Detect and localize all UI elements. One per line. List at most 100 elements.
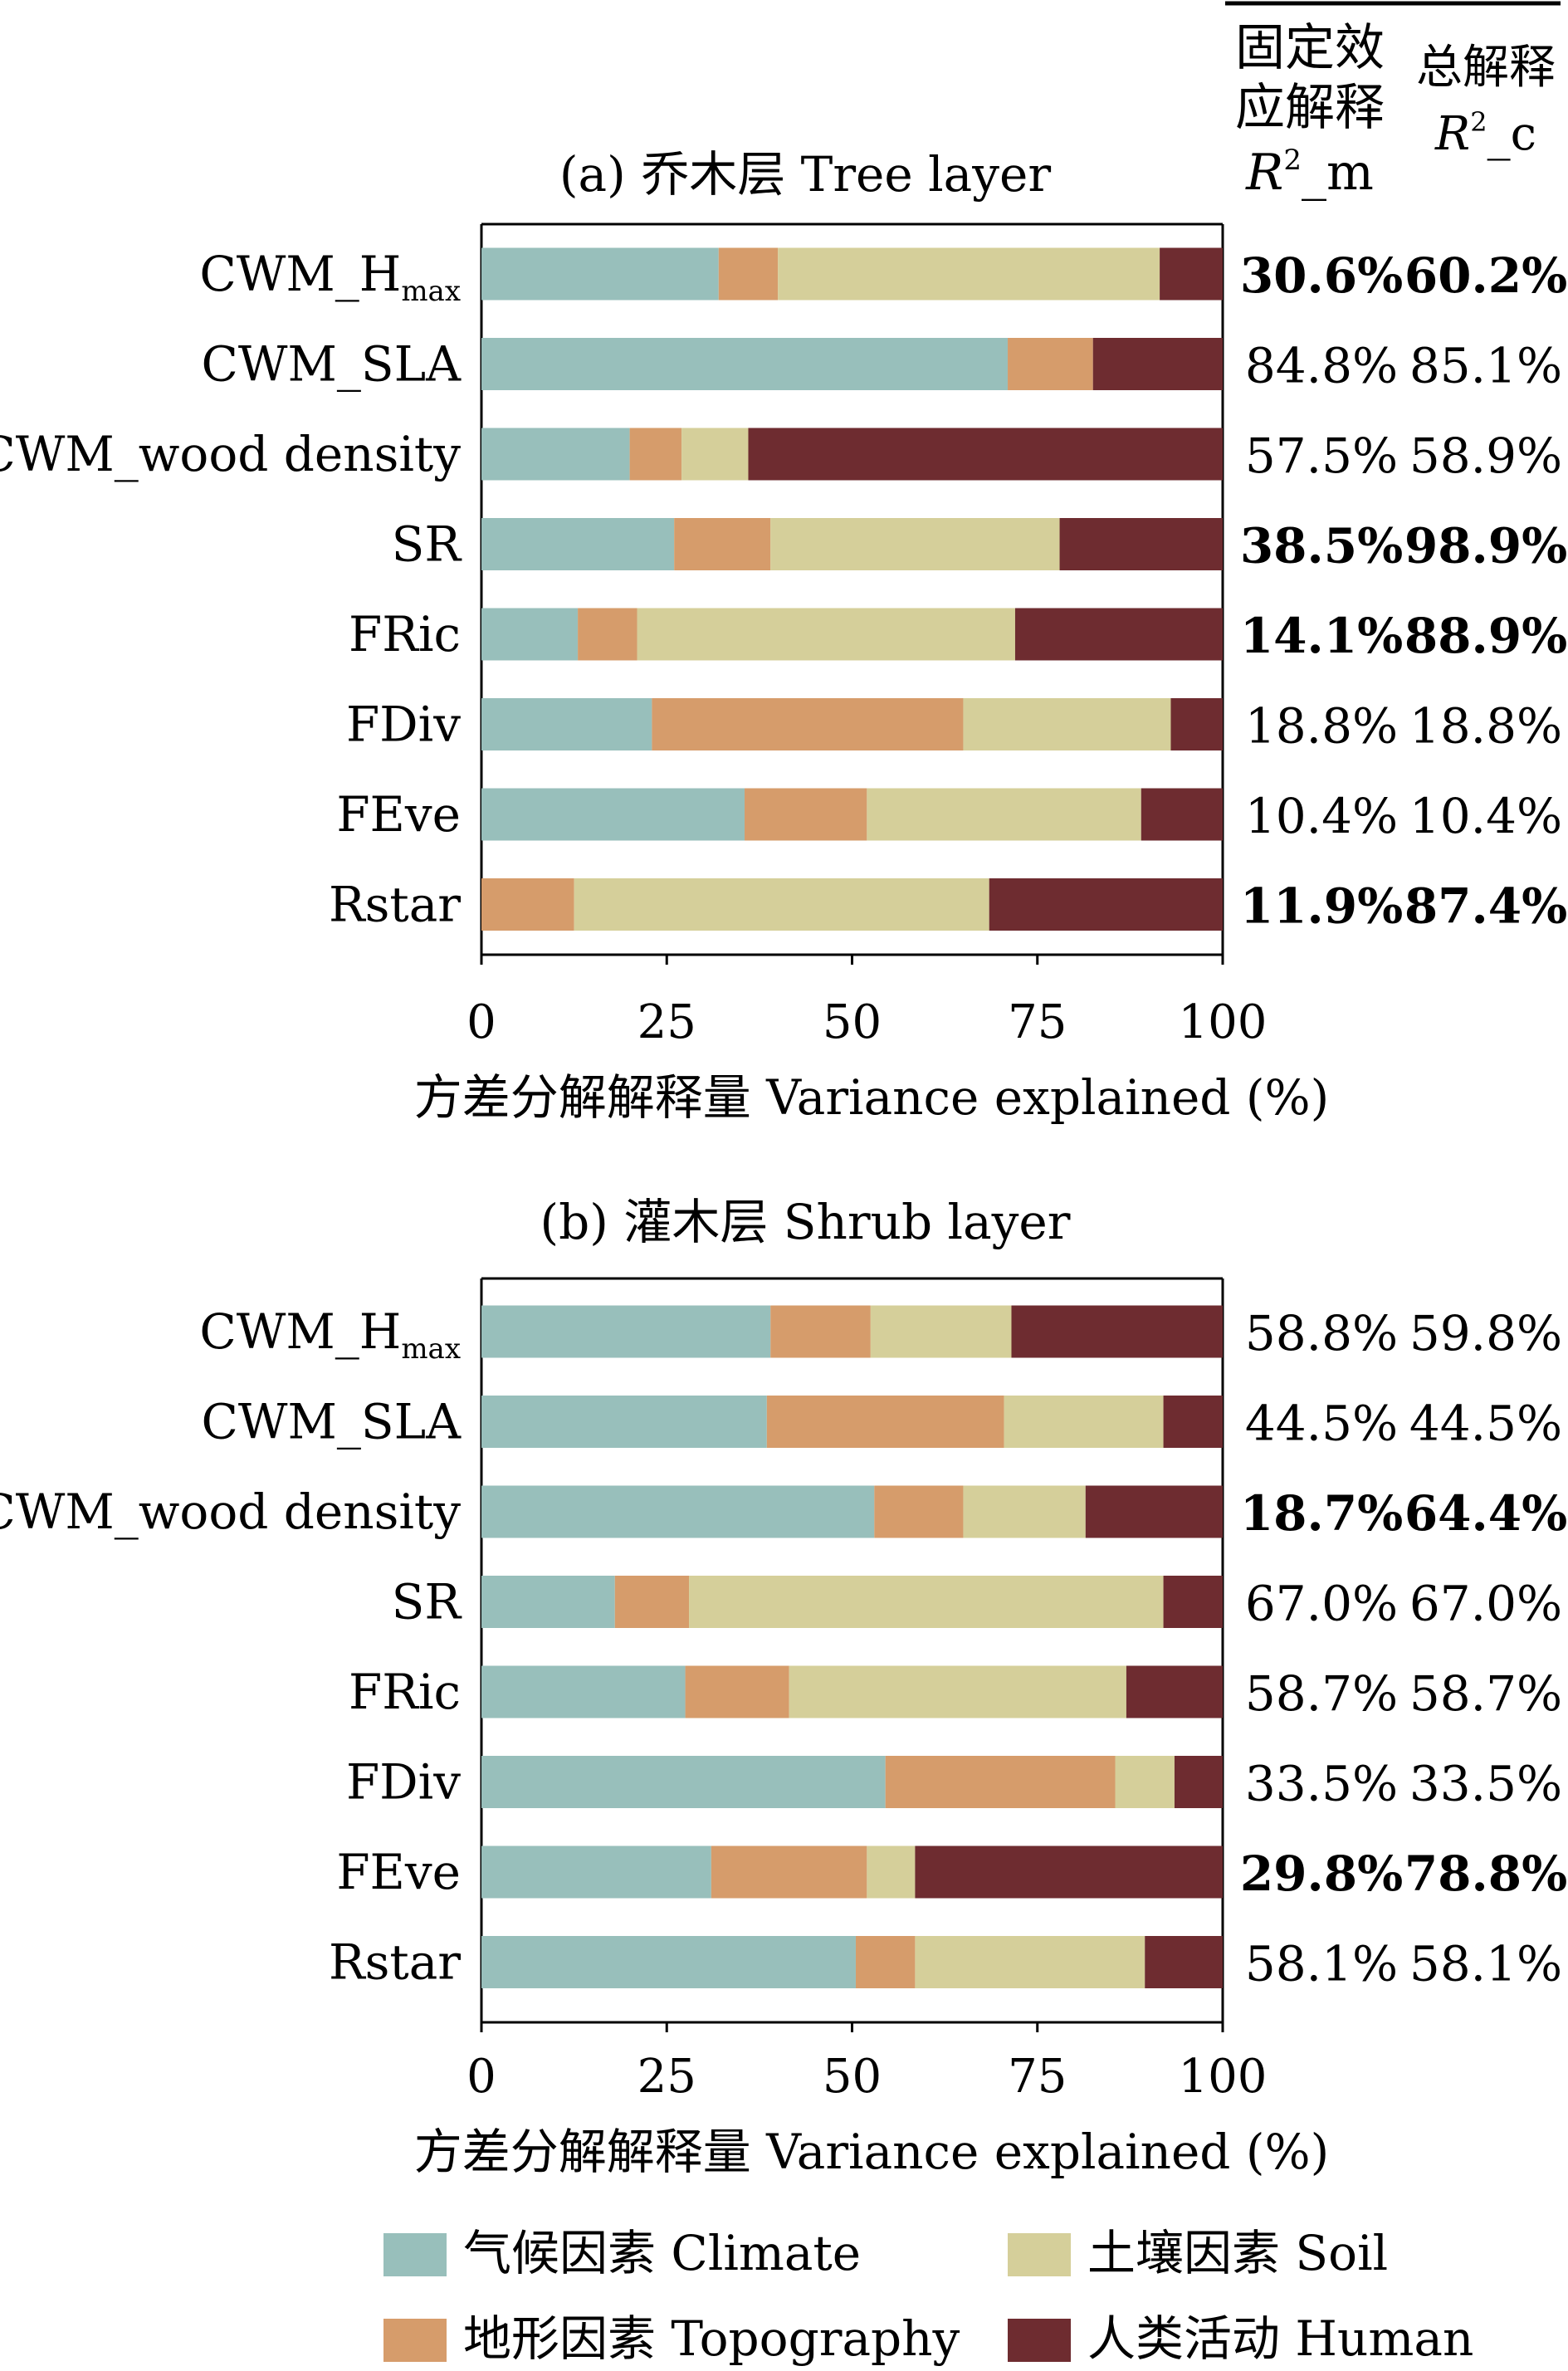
bar-segment-topography (481, 878, 574, 931)
r2c-value: 60.2% (1404, 247, 1567, 304)
r2m-value: 84.8% (1245, 338, 1398, 394)
bar-segment-soil (681, 428, 749, 481)
legend-swatch-topography (383, 2319, 447, 2362)
r2m-header-r: R (1245, 144, 1283, 202)
bar-segment-human (989, 878, 1223, 931)
r2m-value: 67.0% (1245, 1576, 1398, 1632)
panel-title: (a) 乔木层 Tree layer (559, 146, 1051, 203)
r2c-value: 87.4% (1404, 878, 1567, 935)
category-label: CWM_SLA (201, 1394, 462, 1450)
r2m-value: 58.8% (1245, 1305, 1398, 1361)
x-tick-label: 75 (1008, 2050, 1067, 2104)
bar-segment-soil (778, 247, 1160, 301)
panel-tree-layer: (a) 乔木层 Tree layer 0 25 50 75 100 方差分解解释量 Vari… (0, 146, 1567, 1126)
bar-segment-topography (855, 1936, 916, 1988)
category-label: FDiv (346, 697, 461, 753)
legend-swatch-soil (1008, 2233, 1071, 2276)
x-tick-label: 25 (637, 2050, 696, 2104)
r2m-value: 58.1% (1245, 1936, 1398, 1992)
bar-segment-human (1141, 788, 1223, 841)
r2m-value: 58.7% (1245, 1665, 1398, 1722)
legend-label-human: 人类活动 Human (1087, 2310, 1473, 2367)
bar-segment-topography (711, 1845, 867, 1899)
legend-label-climate: 气候因素 Climate (463, 2225, 861, 2281)
r2c-value: 44.5% (1409, 1396, 1562, 1452)
bar-segment-climate (481, 1305, 771, 1358)
x-tick-label: 0 (466, 995, 496, 1049)
x-axis-label: 方差分解解释量 Variance explained (%) (414, 1069, 1329, 1126)
legend-label-topography: 地形因素 Topography (463, 2310, 960, 2367)
bar-segment-climate (481, 1396, 767, 1448)
category-label: CWM_SLA (201, 336, 462, 393)
bar-segment-human (1163, 1396, 1223, 1448)
r2m-value: 18.7% (1240, 1485, 1403, 1542)
r2m-header-r2: R2_m (1245, 144, 1374, 202)
r2m-value: 57.5% (1245, 428, 1398, 484)
bar-segment-soil (963, 698, 1171, 750)
r2c-value: 59.8% (1409, 1305, 1562, 1361)
r2c-header-sup: 2 (1470, 106, 1487, 138)
r2c-value: 98.9% (1404, 518, 1567, 574)
bar-segment-topography (718, 247, 779, 301)
bar-segment-topography (578, 608, 637, 661)
bar-segment-climate (481, 1665, 686, 1718)
bar-segment-human (1170, 698, 1223, 750)
r2c-value: 58.9% (1409, 428, 1562, 484)
bar-segment-soil (1115, 1756, 1175, 1808)
bar-segment-climate (481, 1576, 615, 1628)
r2c-value: 58.7% (1409, 1665, 1562, 1722)
r2c-value: 88.9% (1404, 608, 1567, 664)
bar-segment-human (1092, 338, 1223, 390)
bar-segment-climate (481, 1756, 886, 1808)
panel-title: (b) 灌木层 Shrub layer (540, 1194, 1071, 1250)
r2m-header-line1: 固定效 (1235, 19, 1385, 77)
bar-segment-climate (481, 428, 630, 481)
legend: 气候因素 Climate 土壤因素 Soil 地形因素 Topography 人类活动… (383, 2225, 1473, 2367)
bar-segment-human (1160, 247, 1223, 301)
bar-segment-soil (1004, 1396, 1164, 1448)
x-tick-label: 50 (823, 995, 882, 1049)
bar-segment-topography (652, 698, 964, 750)
category-label: SR (392, 1574, 463, 1630)
bar-segment-topography (1008, 338, 1093, 390)
r2c-value: 10.4% (1409, 788, 1562, 844)
r2c-header-r: R (1434, 107, 1470, 161)
category-label: FRic (349, 606, 461, 662)
bar-segment-topography (629, 428, 682, 481)
bar-segment-topography (885, 1756, 1116, 1808)
r2c-value: 18.8% (1409, 698, 1562, 755)
bar-segment-human (1145, 1936, 1223, 1988)
category-label: CWM_wood density (0, 426, 461, 482)
r2m-value: 11.9% (1240, 878, 1403, 935)
panel-shrub-layer: (b) 灌木层 Shrub layer 0 25 50 75 100 方差分解解释量 Var… (0, 1194, 1567, 2180)
bar-segment-human (1163, 1576, 1223, 1628)
bar-segment-climate (481, 247, 719, 301)
r2m-value: 44.5% (1245, 1396, 1398, 1452)
category-label: FRic (349, 1664, 461, 1720)
r2m-value: 30.6% (1240, 247, 1403, 304)
bar-segment-climate (481, 608, 579, 661)
bar-segment-soil (689, 1576, 1164, 1628)
r2m-value: 29.8% (1240, 1845, 1403, 1902)
x-tick-label: 100 (1179, 995, 1268, 1049)
bar-segment-human (915, 1845, 1223, 1899)
bar-segment-climate (481, 788, 745, 841)
bar-segment-topography (674, 518, 771, 570)
bar-segment-topography (685, 1665, 789, 1718)
bar-segment-human (748, 428, 1223, 481)
r2c-value: 78.8% (1404, 1845, 1567, 1902)
category-label-subscript: max (401, 275, 461, 308)
bar-segment-topography (770, 1305, 871, 1358)
bar-segment-soil (915, 1936, 1145, 1988)
bar-segment-human (1085, 1485, 1223, 1538)
bar-segment-climate (481, 338, 1009, 390)
category-label: Rstar (329, 877, 461, 933)
category-label: FDiv (346, 1754, 461, 1811)
r2c-value: 67.0% (1409, 1576, 1562, 1632)
category-label-subscript: max (401, 1332, 461, 1366)
r2m-value: 10.4% (1245, 788, 1398, 844)
bar-segment-soil (789, 1665, 1126, 1718)
category-label: CWM_wood density (0, 1484, 461, 1540)
bar-segment-topography (766, 1396, 1004, 1448)
legend-label-soil: 土壤因素 Soil (1087, 2225, 1388, 2281)
